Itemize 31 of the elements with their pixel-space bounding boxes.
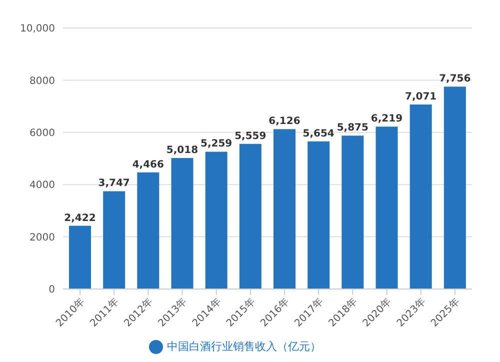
legend-label: 中国白酒行业销售收入（亿元） <box>167 340 321 353</box>
bar <box>69 226 91 289</box>
bar <box>308 141 330 289</box>
data-label: 7,756 <box>439 74 471 85</box>
bar <box>205 152 228 289</box>
bar <box>410 104 432 289</box>
data-label: 4,466 <box>132 159 164 170</box>
data-label: 7,071 <box>405 91 437 102</box>
data-label: 5,559 <box>234 130 266 142</box>
data-label: 5,018 <box>166 145 198 156</box>
bar <box>239 144 262 289</box>
bar <box>103 191 126 289</box>
data-label: 5,654 <box>302 128 334 140</box>
bar <box>444 86 466 289</box>
data-label: 5,259 <box>200 138 232 150</box>
bar <box>137 172 160 289</box>
data-label: 5,875 <box>336 122 369 134</box>
y-tick-label: 4000 <box>30 180 55 192</box>
data-label: 6,126 <box>268 116 300 128</box>
bar <box>342 136 364 289</box>
data-label: 6,219 <box>370 114 403 125</box>
y-tick-label: 10,000 <box>20 24 55 35</box>
data-label: 2,422 <box>64 212 96 224</box>
y-tick-label: 6000 <box>30 128 55 139</box>
bar <box>274 129 296 289</box>
y-tick-label: 2000 <box>30 232 55 244</box>
data-label: 3,747 <box>98 178 130 190</box>
bar <box>376 126 398 289</box>
bar <box>171 158 194 289</box>
y-tick-label: 0 <box>48 284 55 296</box>
y-tick-label: 8000 <box>30 76 55 87</box>
